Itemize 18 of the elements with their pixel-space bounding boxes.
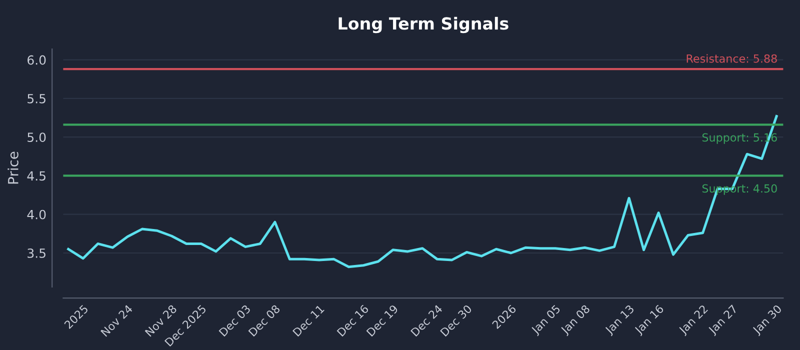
line-series <box>67 114 778 268</box>
x-tick-label: Jan 22 <box>678 304 710 336</box>
y-tick-label: 5.5 <box>28 94 46 104</box>
y-tick-label: 4.0 <box>27 210 46 220</box>
ref-line-label: Resistance: 5.88 <box>686 54 777 63</box>
x-tick-label: Jan 27 <box>707 304 740 336</box>
y-tick-label: 6.0 <box>28 55 46 65</box>
chart-title: Long Term Signals <box>338 16 508 34</box>
x-tick-label: Jan 30 <box>752 304 784 336</box>
x-tick-label: Jan 05 <box>530 304 562 336</box>
x-tick-label: Dec 11 <box>292 304 325 337</box>
x-tick-label: Jan 16 <box>634 304 666 336</box>
y-tick-label: 3.5 <box>28 248 46 258</box>
y-tick-label: 5.0 <box>28 132 46 142</box>
x-tick-label: Jan 08 <box>560 304 592 336</box>
x-tick-label: Jan 13 <box>604 304 636 336</box>
y-tick-label: 4.5 <box>27 171 46 181</box>
y-axis-title: Price <box>8 152 18 184</box>
